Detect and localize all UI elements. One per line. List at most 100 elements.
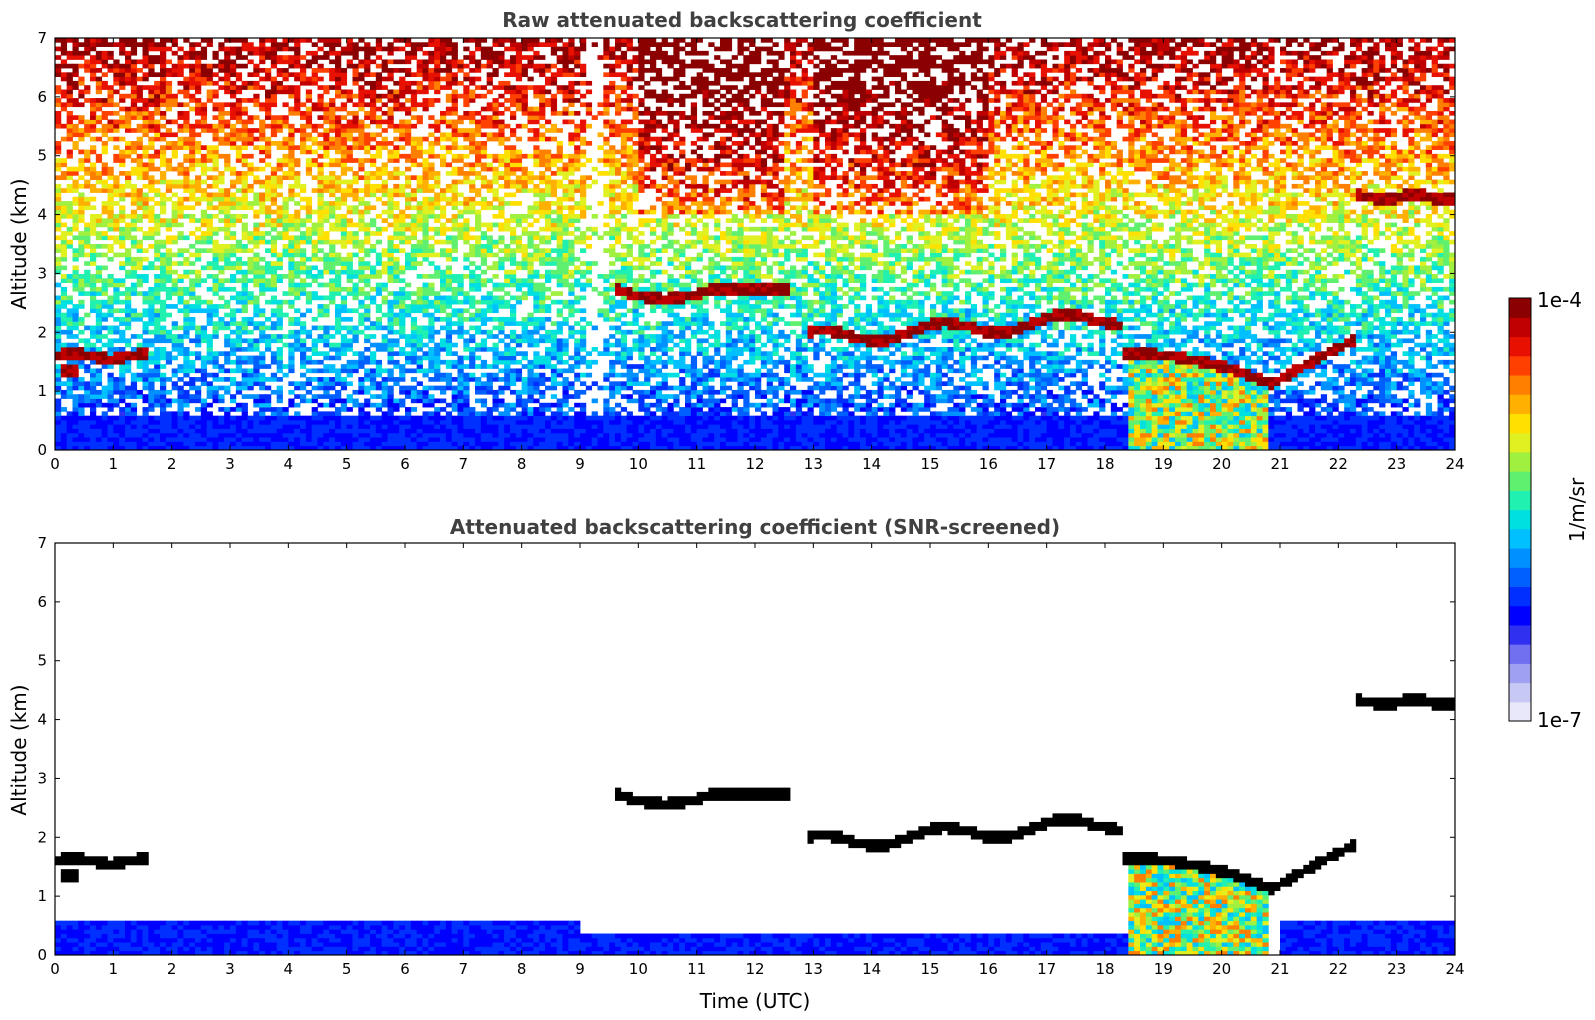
heatmap-cell — [492, 432, 499, 438]
heatmap-cell — [160, 428, 167, 434]
heatmap-cell — [346, 291, 353, 296]
heatmap-cell — [352, 359, 359, 365]
heatmap-cell — [183, 419, 190, 425]
heatmap-cell — [393, 102, 400, 108]
heatmap-cell — [154, 89, 161, 95]
heatmap-cell — [154, 222, 161, 228]
heatmap-cell — [416, 153, 423, 159]
heatmap-cell — [130, 385, 138, 391]
heatmap-cell — [259, 394, 266, 399]
heatmap-cell — [410, 205, 418, 211]
heatmap-cell — [171, 282, 178, 288]
heatmap-cell — [451, 235, 458, 241]
heatmap-cell — [259, 85, 266, 90]
heatmap-cell — [142, 308, 149, 314]
heatmap-cell — [119, 72, 126, 78]
heatmap-cell — [95, 291, 103, 296]
heatmap-cell — [95, 278, 103, 284]
heatmap-cell — [288, 145, 295, 150]
heatmap-cell — [422, 218, 429, 223]
heatmap-cell — [177, 136, 184, 142]
heatmap-cell — [405, 153, 412, 159]
heatmap-cell — [90, 428, 97, 434]
heatmap-cell — [434, 59, 441, 65]
heatmap-cell — [107, 226, 114, 232]
heatmap-cell — [136, 141, 143, 146]
heatmap-cell — [381, 381, 388, 387]
heatmap-cell — [405, 196, 412, 202]
heatmap-cell — [469, 261, 476, 266]
heatmap-cell — [399, 368, 406, 374]
heatmap-cell — [469, 119, 476, 125]
heatmap-cell — [364, 179, 371, 185]
heatmap-cell — [183, 102, 190, 108]
heatmap-cell — [195, 424, 202, 429]
heatmap-cell — [136, 437, 143, 442]
heatmap-cell — [405, 213, 412, 219]
heatmap-cell — [399, 106, 406, 112]
heatmap-cell — [218, 282, 225, 288]
heatmap-cell — [364, 171, 371, 176]
heatmap-cell — [311, 342, 318, 348]
heatmap-cell — [445, 218, 453, 223]
heatmap-cell — [282, 201, 289, 206]
heatmap-cell — [224, 123, 231, 129]
heatmap-cell — [259, 437, 266, 442]
heatmap-cell — [66, 115, 73, 120]
heatmap-cell — [230, 145, 237, 150]
heatmap-cell — [224, 119, 231, 125]
heatmap-cell — [206, 381, 213, 387]
heatmap-cell — [393, 338, 400, 344]
heatmap-cell — [90, 381, 97, 387]
heatmap-cell — [498, 424, 505, 429]
heatmap-cell — [154, 364, 161, 369]
heatmap-cell — [276, 437, 283, 442]
heatmap-cell — [329, 394, 336, 399]
heatmap-cell — [101, 304, 108, 309]
heatmap-cell — [241, 136, 248, 142]
heatmap-cell — [66, 102, 73, 108]
heatmap-cell — [270, 80, 278, 86]
heatmap-cell — [119, 407, 126, 412]
heatmap-cell — [364, 132, 371, 138]
heatmap-cell — [136, 145, 143, 150]
heatmap-cell — [434, 226, 441, 232]
heatmap-cell — [364, 252, 371, 258]
heatmap-cell — [259, 398, 266, 404]
heatmap-cell — [335, 347, 342, 352]
heatmap-cell — [399, 68, 406, 73]
heatmap-cell — [364, 398, 371, 404]
heatmap-cell — [480, 248, 488, 253]
heatmap-cell — [305, 38, 313, 43]
heatmap-cell — [78, 428, 85, 434]
heatmap-cell — [393, 304, 400, 309]
heatmap-cell — [270, 274, 278, 279]
heatmap-cell — [230, 329, 237, 335]
heatmap-cell — [154, 299, 161, 305]
heatmap-cell — [189, 316, 196, 322]
heatmap-cell — [148, 398, 155, 404]
heatmap-cell — [90, 226, 97, 232]
heatmap-cell — [276, 398, 283, 404]
heatmap-cell — [375, 385, 383, 391]
heatmap-cell — [200, 171, 208, 176]
heatmap-cell — [311, 59, 318, 65]
heatmap-cell — [422, 222, 429, 228]
heatmap-cell — [405, 158, 412, 163]
heatmap-cell — [253, 239, 260, 245]
heatmap-cell — [72, 342, 79, 348]
heatmap-cell — [206, 385, 213, 391]
heatmap-cell — [364, 338, 371, 344]
heatmap-cell — [247, 437, 254, 442]
heatmap-cell — [171, 342, 178, 348]
heatmap-cell — [364, 123, 371, 129]
heatmap-cell — [107, 218, 114, 223]
heatmap-cell — [440, 248, 447, 253]
heatmap-cell — [463, 196, 470, 202]
heatmap-cell — [66, 295, 73, 301]
heatmap-cell — [352, 419, 359, 425]
heatmap-cell — [160, 132, 167, 138]
heatmap-cell — [160, 179, 167, 185]
heatmap-cell — [393, 226, 400, 232]
heatmap-cell — [72, 166, 79, 172]
